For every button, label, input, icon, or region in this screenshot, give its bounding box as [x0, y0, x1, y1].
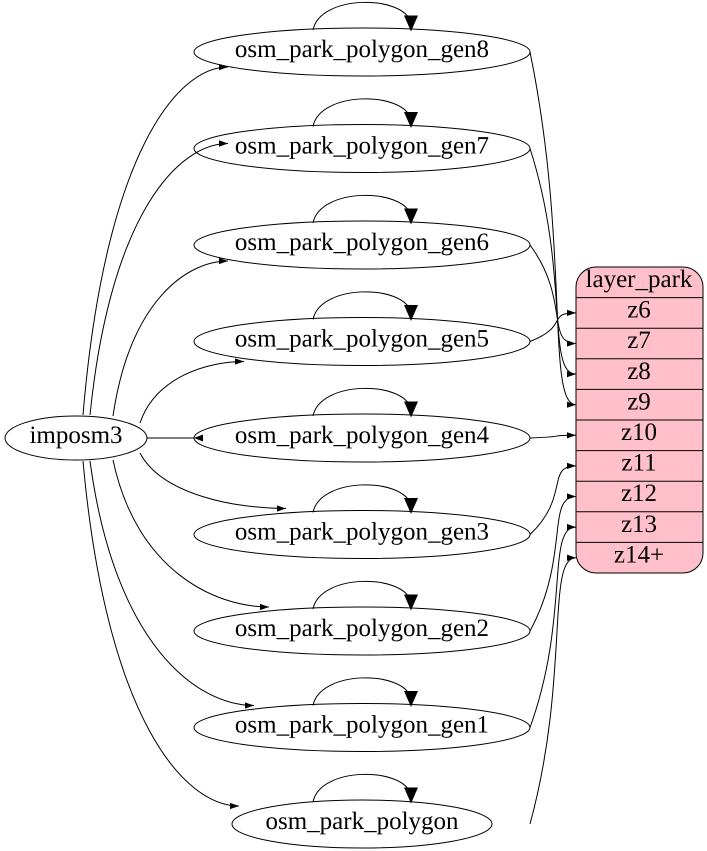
svg-text:osm_park_polygon_gen1: osm_park_polygon_gen1	[235, 712, 489, 739]
svg-text:z8: z8	[627, 358, 651, 385]
svg-text:osm_park_polygon_gen6: osm_park_polygon_gen6	[235, 229, 489, 256]
svg-text:osm_park_polygon_gen7: osm_park_polygon_gen7	[235, 133, 489, 160]
svg-text:z10: z10	[621, 419, 657, 446]
svg-text:layer_park: layer_park	[586, 266, 693, 293]
svg-text:osm_park_polygon_gen2: osm_park_polygon_gen2	[235, 615, 489, 642]
svg-text:osm_park_polygon_gen8: osm_park_polygon_gen8	[235, 36, 489, 63]
svg-text:osm_park_polygon_gen5: osm_park_polygon_gen5	[235, 326, 489, 353]
svg-text:z12: z12	[621, 480, 657, 507]
svg-text:z7: z7	[627, 327, 651, 354]
svg-text:imposm3: imposm3	[29, 422, 122, 449]
svg-text:z9: z9	[627, 388, 651, 415]
svg-text:z13: z13	[621, 511, 657, 538]
svg-text:osm_park_polygon: osm_park_polygon	[265, 808, 459, 835]
svg-text:osm_park_polygon_gen4: osm_park_polygon_gen4	[235, 422, 490, 449]
svg-text:osm_park_polygon_gen3: osm_park_polygon_gen3	[235, 519, 489, 546]
svg-text:z14+: z14+	[614, 541, 664, 568]
svg-text:z11: z11	[621, 450, 656, 477]
svg-text:z6: z6	[627, 297, 651, 324]
